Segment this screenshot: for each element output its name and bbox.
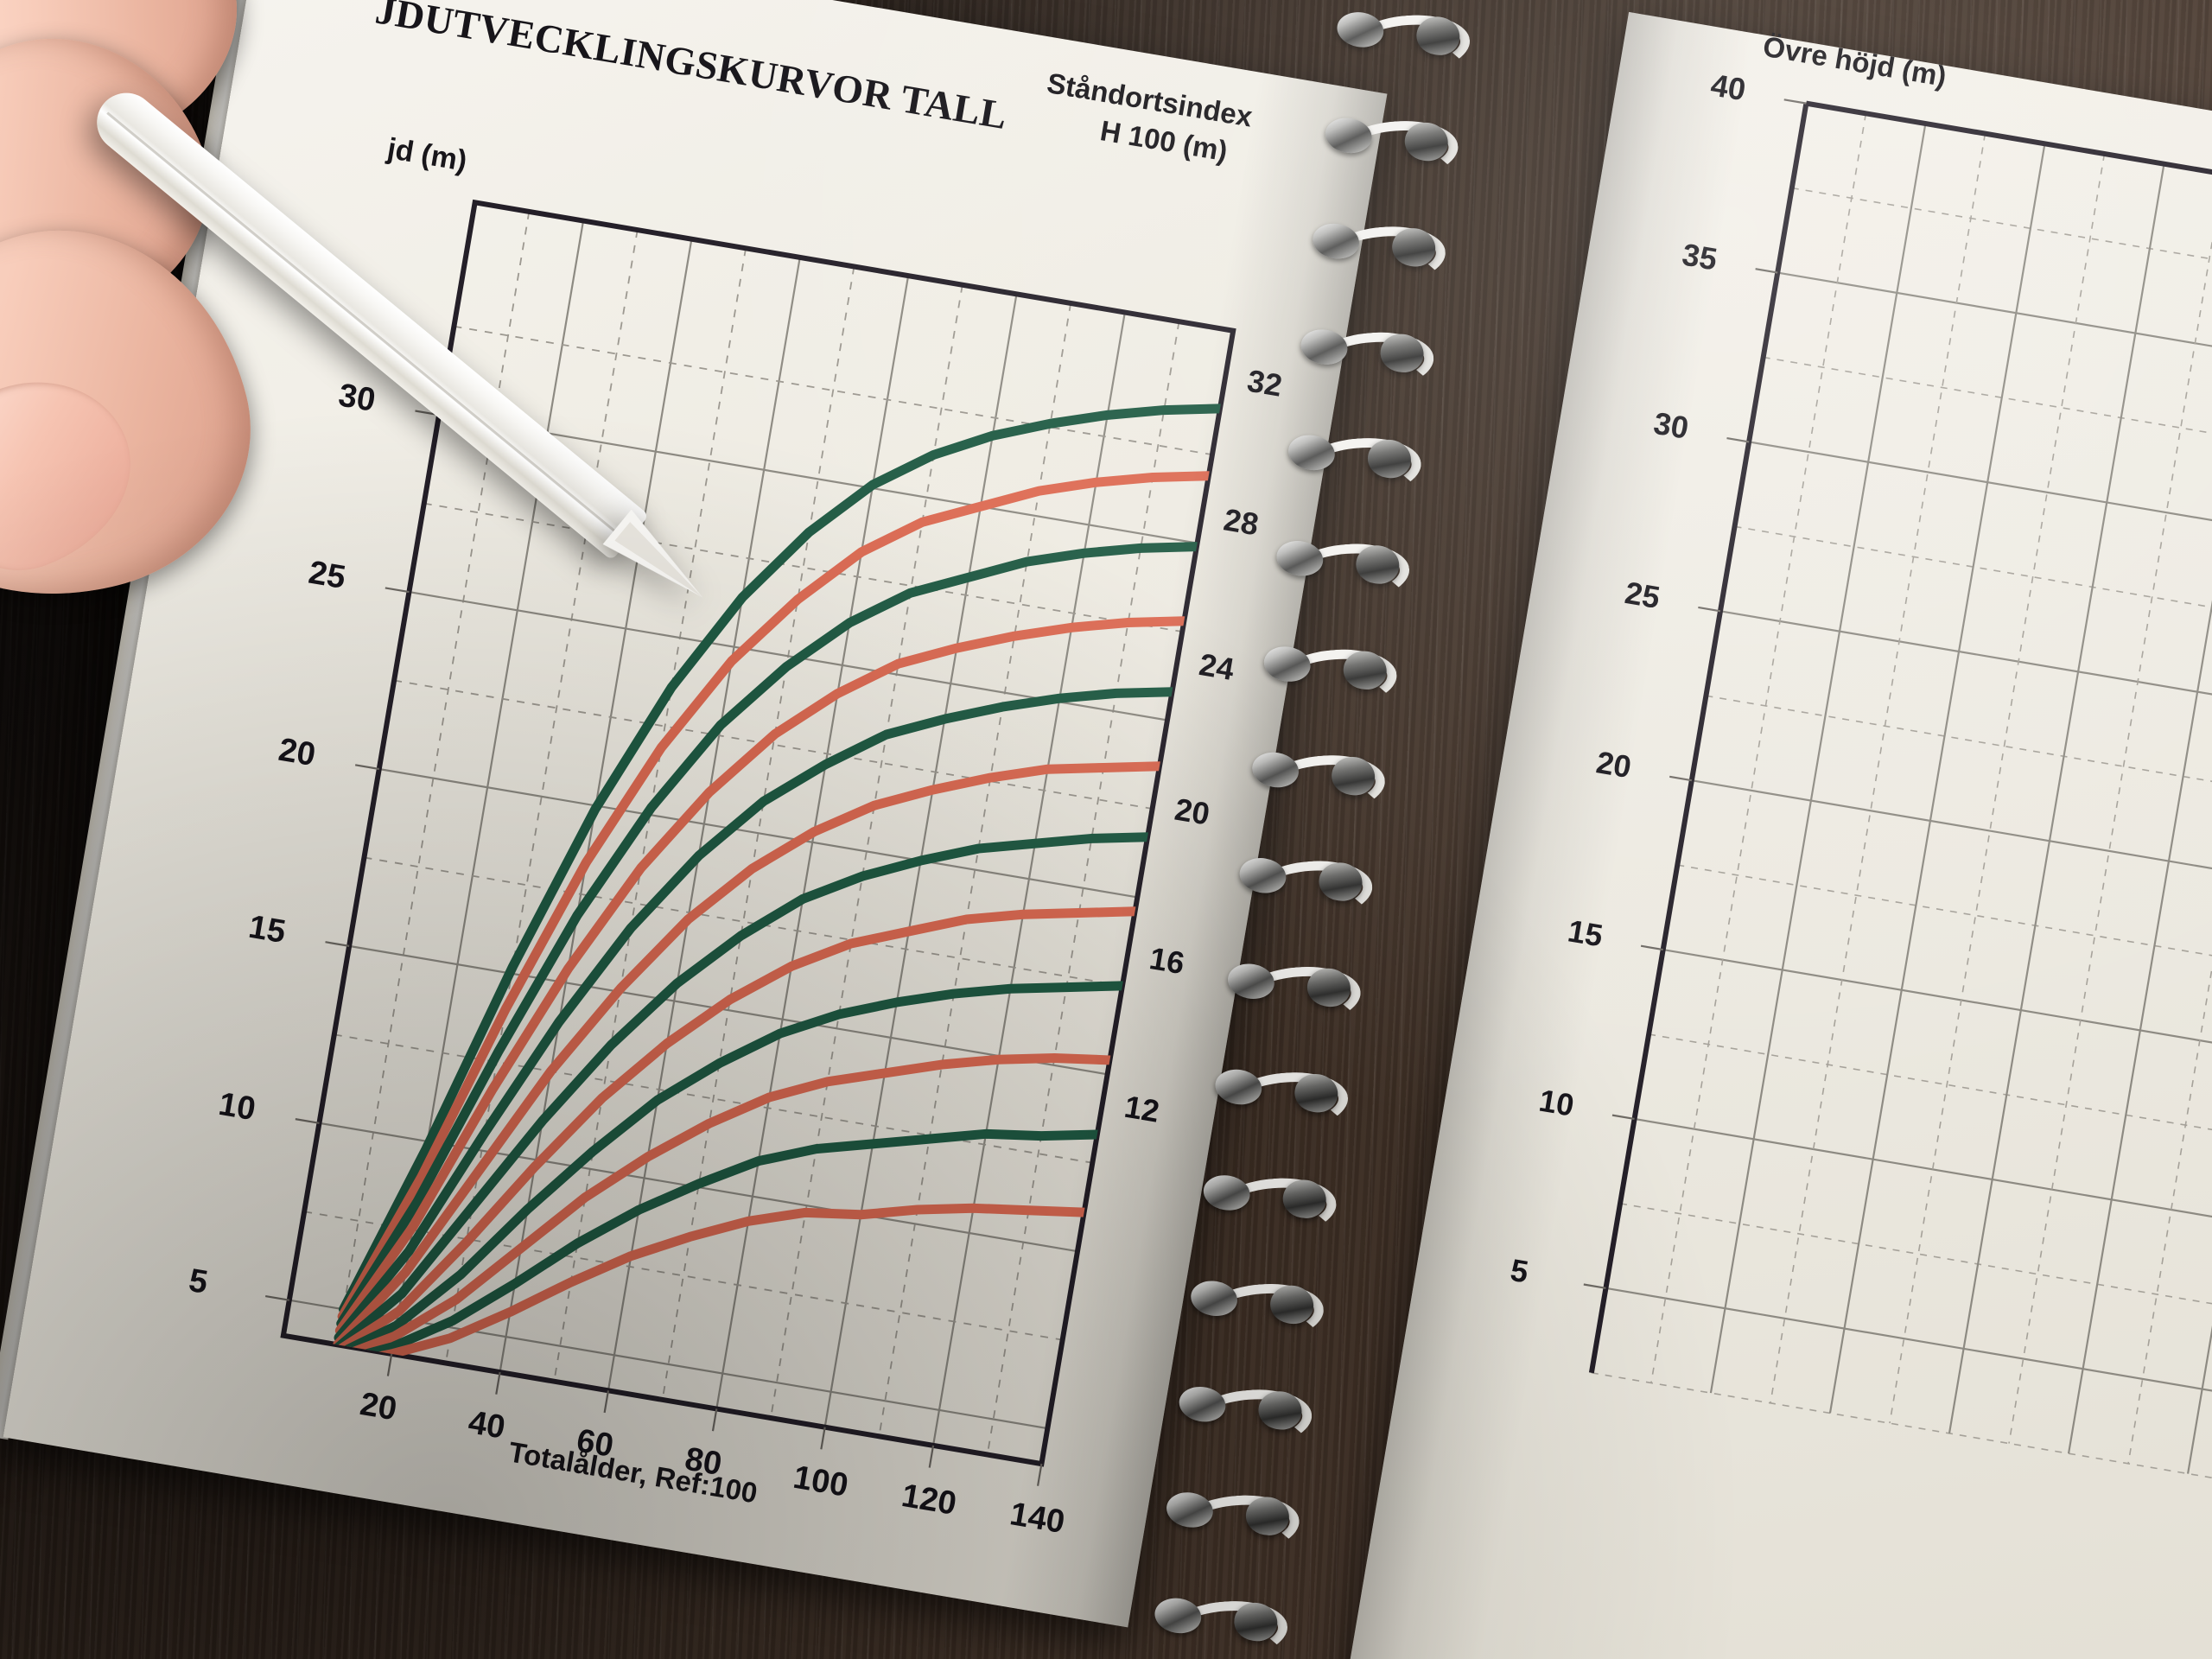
- spiral-ring: [1162, 1478, 1302, 1560]
- left-chart-plot: [265, 199, 1236, 1486]
- spiral-ring: [1309, 210, 1448, 291]
- x-tick-20: 20: [357, 1385, 400, 1428]
- y-tick-15: 15: [245, 908, 289, 951]
- spiral-ring: [1296, 315, 1436, 397]
- y-tick-20: 20: [276, 731, 319, 774]
- tick-marks: [265, 410, 1043, 1486]
- x-tick-80: 80: [682, 1440, 725, 1484]
- site-index-curves: [328, 404, 1225, 1371]
- right-tick-marks: [1583, 99, 1807, 1289]
- spiral-ring: [1174, 1373, 1314, 1453]
- spiral-ring: [1211, 1056, 1351, 1136]
- right-grid-lines: [1590, 102, 2212, 1488]
- spiral-ring: [1260, 633, 1399, 714]
- spiral-ring: [1272, 527, 1412, 608]
- right-page: Övre höjd (m) 403530252015105: [1343, 11, 2212, 1659]
- x-tick-40: 40: [465, 1404, 508, 1446]
- right-plot-frame: [1588, 100, 2212, 1374]
- spiral-ring: [1199, 1161, 1338, 1243]
- spiral-ring: [1333, 0, 1472, 79]
- y-tick-10: 10: [216, 1085, 258, 1128]
- spiral-ring: [1284, 422, 1424, 502]
- spiral-ring: [1186, 1268, 1326, 1348]
- x-tick-60: 60: [574, 1422, 616, 1465]
- spiral-ring: [1236, 844, 1375, 925]
- spiral-ring: [1224, 950, 1363, 1031]
- right-chart-plot: [1583, 99, 2212, 1488]
- spiral-ring: [1321, 105, 1460, 185]
- spiral-ring: [1248, 739, 1387, 819]
- spiral-ring: [1150, 1585, 1290, 1659]
- left-page: JDUTVECKLINGSKURVOR TALL Ståndortsindex …: [3, 0, 1388, 1628]
